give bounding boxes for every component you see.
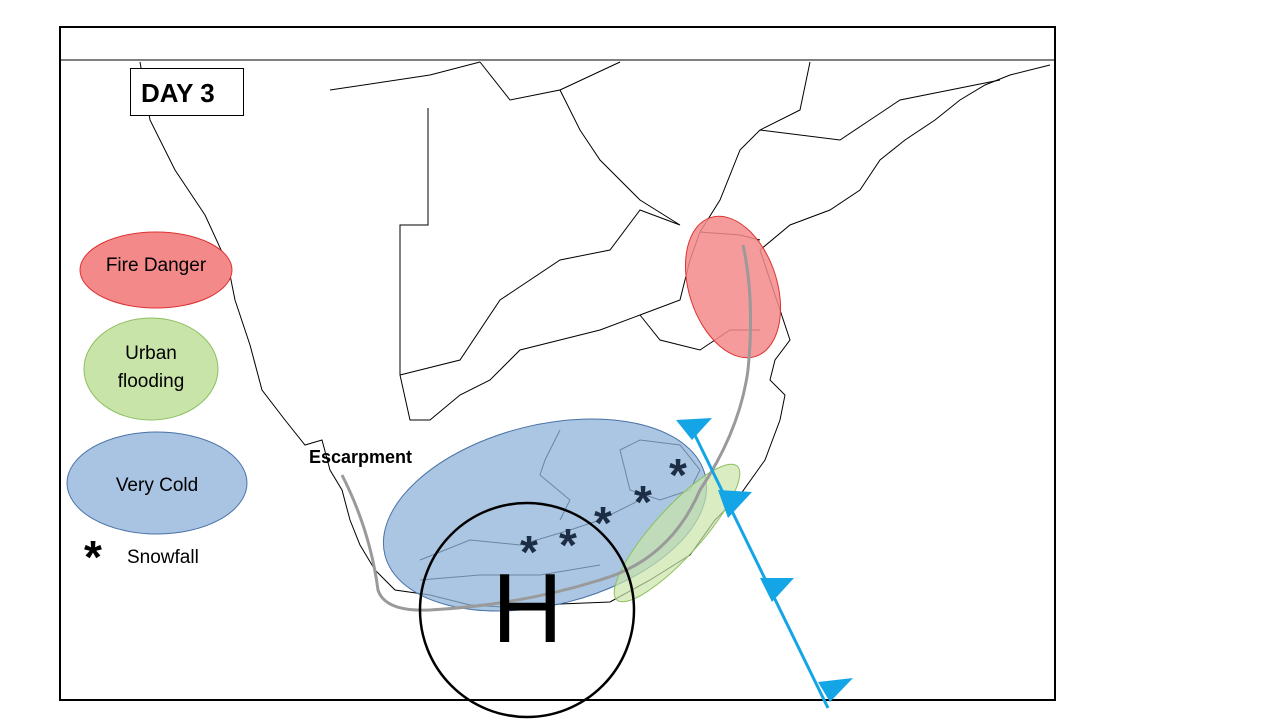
cold-front	[676, 418, 853, 709]
high-pressure-circle	[418, 501, 636, 719]
legend-flood-line1: Urban	[125, 343, 177, 364]
snowfall-icon: *	[594, 497, 612, 549]
snowfall-icon: *	[669, 449, 687, 501]
urban-flooding-area	[613, 463, 741, 603]
snowfall-icon: *	[559, 519, 577, 571]
front-triangle	[676, 418, 712, 440]
legend-cold-text: Very Cold	[115, 475, 199, 496]
high-pressure-label: H	[492, 553, 563, 663]
fire-danger-area	[684, 215, 782, 359]
front-triangle	[760, 578, 794, 602]
cold-front-line	[688, 424, 830, 709]
front-triangle	[718, 490, 752, 518]
legend-flood-text: Urban flooding	[85, 340, 217, 396]
escarpment-label: Escarpment	[309, 447, 413, 467]
snowfall-icon: *	[634, 476, 652, 528]
legend-snow-text: Snowfall	[127, 547, 199, 568]
day-label: DAY 3	[130, 68, 244, 116]
escarpment-line	[340, 244, 753, 612]
legend-fire-text: Fire Danger	[105, 255, 207, 276]
snowflake-icon: *	[84, 531, 102, 583]
front-triangle	[818, 678, 853, 702]
legend-flood-line2: flooding	[117, 371, 185, 392]
snowfall-icon: *	[520, 526, 538, 578]
